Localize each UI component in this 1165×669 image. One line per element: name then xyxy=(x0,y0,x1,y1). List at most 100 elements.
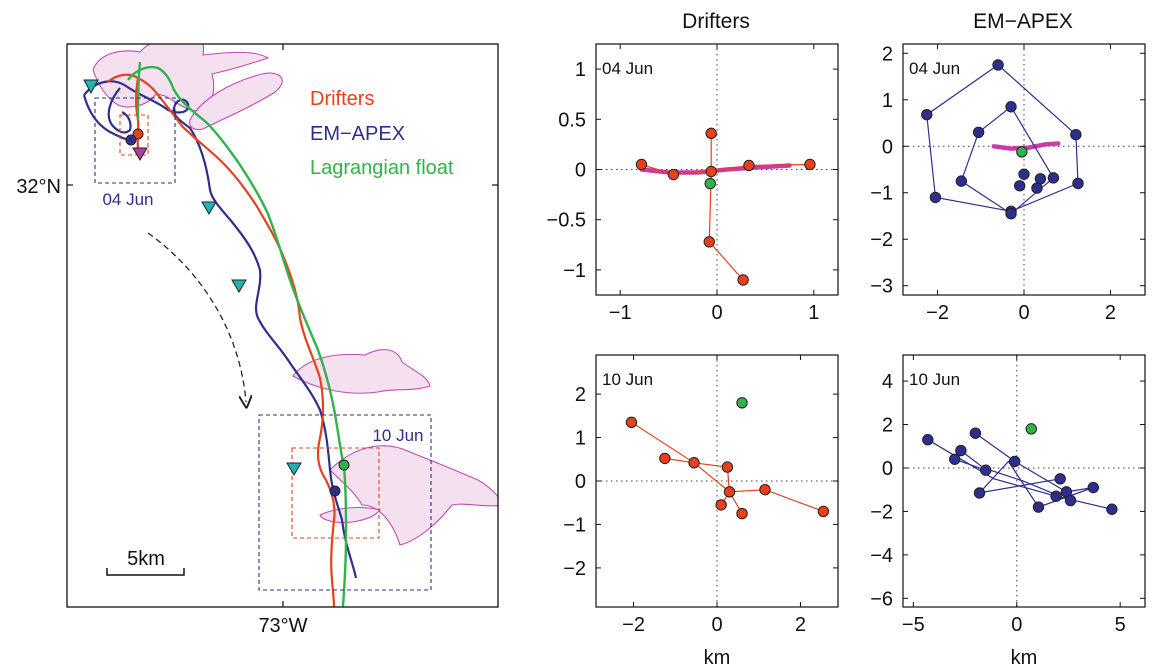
connection-line xyxy=(708,133,744,281)
legend-drifters: Drifters xyxy=(310,88,374,110)
y-tick-label: 0 xyxy=(882,458,893,480)
drift-direction-arrow xyxy=(147,232,246,402)
drifter-point xyxy=(625,416,638,429)
emapex-point xyxy=(1054,473,1066,485)
scale-bar-label: 5km xyxy=(127,548,165,570)
drifter-position-marker xyxy=(132,128,144,140)
map-legend: Drifters EM−APEX Lagrangian float xyxy=(310,88,454,179)
float-patch-mid xyxy=(292,349,431,394)
panel-drifters-10jun: −2 0 2 −2 −1 0 1 2 10 Jun km xyxy=(563,354,839,669)
cyan-triangle-marker xyxy=(83,79,99,95)
legend-lagrangian-float: Lagrangian float xyxy=(310,157,454,179)
panel-emapex-04jun: −2 0 2 −3 −2 −1 0 1 2 04 Jun xyxy=(870,43,1146,324)
float-point xyxy=(1016,146,1028,158)
region-box-04jun-drifters xyxy=(119,114,149,156)
box-label-10jun: 10 Jun xyxy=(372,426,423,445)
y-tick-label: 0.5 xyxy=(558,109,586,131)
emapex-point xyxy=(922,434,934,446)
connection-line xyxy=(960,106,1055,215)
magenta-triangle-marker xyxy=(132,147,148,161)
emapex-point xyxy=(1070,128,1082,141)
panel-date-label: 04 Jun xyxy=(602,59,653,78)
drifter-point xyxy=(667,168,680,181)
y-tick-label: −0.5 xyxy=(547,210,586,232)
y-tick-label: −6 xyxy=(870,588,893,610)
cyan-triangle-marker xyxy=(286,462,302,476)
float-patch-north-tail xyxy=(189,72,283,131)
emapex-point xyxy=(973,487,986,499)
y-tick-label: −2 xyxy=(870,501,893,523)
x-tick-label: 0 xyxy=(1018,302,1029,324)
cyan-marker-group xyxy=(83,79,302,476)
float-patch-south-thin xyxy=(319,506,381,524)
region-box-04jun-emapex xyxy=(94,97,176,184)
y-tick-label: −2 xyxy=(563,558,586,580)
x-tick-label: 0 xyxy=(711,302,722,324)
connection-line xyxy=(975,432,1094,508)
emapex-point xyxy=(1050,490,1062,502)
float-position-marker xyxy=(338,459,350,471)
scale-bar xyxy=(106,568,185,576)
drifter-point xyxy=(715,499,727,511)
emapex-position-marker xyxy=(329,485,341,497)
panel-date-label: 10 Jun xyxy=(909,370,960,389)
emapex-point xyxy=(969,427,982,439)
y-tick-label: −1 xyxy=(563,514,586,536)
map-panel: 5km 04 Jun 10 Jun Drifters EM−APEX Lagra… xyxy=(16,43,499,637)
map-lon-label: 73°W xyxy=(258,615,307,637)
emapex-point xyxy=(1064,494,1077,507)
drifter-point xyxy=(635,158,648,171)
y-tick-label: 4 xyxy=(882,371,893,393)
cyan-triangle-marker xyxy=(201,201,217,215)
y-tick-label: 0 xyxy=(575,160,586,182)
panel-date-label: 04 Jun xyxy=(909,59,960,78)
emapex-point xyxy=(1005,207,1017,220)
float-track xyxy=(127,66,348,607)
emapex-point xyxy=(921,108,933,121)
region-box-10jun-drifters xyxy=(291,447,380,539)
float-point xyxy=(736,397,748,409)
emapex-point xyxy=(1072,177,1084,190)
emapex-point xyxy=(992,59,1004,71)
emapex-point xyxy=(1106,503,1118,515)
drifter-point xyxy=(703,236,715,248)
float-track-line xyxy=(991,141,1061,151)
y-tick-label: 2 xyxy=(882,43,893,65)
float-patch-south xyxy=(329,445,498,546)
float-point xyxy=(1025,423,1037,435)
drifter-track xyxy=(107,73,336,607)
drifter-point xyxy=(817,505,830,518)
emapex-point xyxy=(1031,182,1043,194)
box-label-04jun: 04 Jun xyxy=(102,190,153,209)
drifter-point xyxy=(723,486,736,498)
y-tick-label: 2 xyxy=(882,415,893,437)
y-tick-label: 2 xyxy=(575,384,586,406)
x-tick-label: −2 xyxy=(926,302,949,324)
drifter-point xyxy=(705,127,717,140)
column-title-drifters: Drifters xyxy=(682,10,750,33)
region-box-10jun-emapex xyxy=(258,414,432,591)
emapex-track-early xyxy=(107,87,132,134)
drifter-point xyxy=(743,159,755,172)
float-point xyxy=(704,177,716,190)
panel-drifters-04jun: −1 0 1 −1 −0.5 0 0.5 1 04 Jun xyxy=(547,43,839,324)
y-tick-label: −2 xyxy=(870,229,893,251)
x-axis-label: km xyxy=(1011,647,1038,669)
drifter-point xyxy=(804,158,816,171)
x-tick-label: 0 xyxy=(1011,614,1022,636)
drifter-point xyxy=(659,452,671,465)
map-plot-area: 5km 04 Jun 10 Jun Drifters EM−APEX Lagra… xyxy=(82,44,498,607)
drifter-point xyxy=(736,507,748,520)
emapex-point xyxy=(1087,481,1099,494)
y-tick-label: 0 xyxy=(882,136,893,158)
x-tick-label: 2 xyxy=(795,614,806,636)
x-tick-label: 1 xyxy=(808,302,819,324)
x-tick-label: −5 xyxy=(902,614,925,636)
map-lat-label: 32°N xyxy=(16,176,61,198)
emapex-point xyxy=(949,453,961,465)
y-tick-label: 1 xyxy=(575,59,586,81)
x-axis-label: km xyxy=(704,647,731,669)
connection-line xyxy=(926,64,1079,212)
legend-emapex: EM−APEX xyxy=(310,123,405,145)
